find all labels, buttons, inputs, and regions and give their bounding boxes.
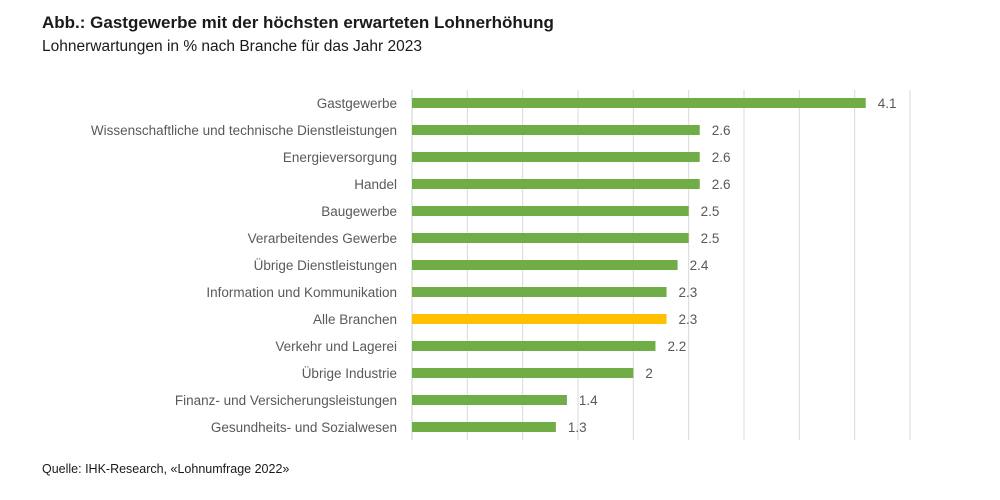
data-label: 2.5 <box>701 204 720 219</box>
grid-layer <box>411 90 911 440</box>
bar <box>412 98 866 108</box>
category-label: Verkehr und Lagerei <box>275 339 397 354</box>
category-label: Information und Kommunikation <box>206 285 397 300</box>
data-label: 1.4 <box>579 393 598 408</box>
category-label: Übrige Industrie <box>302 366 397 381</box>
source-note: Quelle: IHK-Research, «Lohnumfrage 2022» <box>42 462 290 476</box>
data-label: 2.4 <box>690 258 709 273</box>
data-label: 1.3 <box>568 420 587 435</box>
data-label: 2.3 <box>679 312 698 327</box>
bar <box>412 368 634 378</box>
label-layer: Gastgewerbe 4.1 Wissenschaftliche und tech… <box>91 96 897 435</box>
data-label: 2.5 <box>701 231 720 246</box>
bar <box>412 125 700 135</box>
chart-subtitle: Lohnerwartungen in % nach Branche für da… <box>42 38 422 55</box>
bar-layer <box>412 98 866 432</box>
category-label: Gesundheits- und Sozialwesen <box>211 420 397 435</box>
bar <box>412 152 700 162</box>
data-label: 2.6 <box>712 150 731 165</box>
category-label: Finanz- und Versicherungsleistungen <box>175 393 397 408</box>
category-label: Alle Branchen <box>313 312 397 327</box>
bar <box>412 395 567 405</box>
data-label: 2.6 <box>712 123 731 138</box>
data-label: 2.2 <box>667 339 686 354</box>
category-label: Übrige Dienstleistungen <box>254 258 397 273</box>
bar <box>412 341 656 351</box>
category-label: Baugewerbe <box>321 204 397 219</box>
data-label: 2.3 <box>679 285 698 300</box>
category-label: Wissenschaftliche und technische Dienstl… <box>91 123 397 138</box>
data-label: 2 <box>645 366 653 381</box>
bar-highlight <box>412 314 667 324</box>
chart-title: Abb.: Gastgewerbe mit der höchsten erwar… <box>42 13 554 32</box>
category-label: Gastgewerbe <box>317 96 397 111</box>
data-label: 2.6 <box>712 177 731 192</box>
category-label: Handel <box>354 177 397 192</box>
bar <box>412 260 678 270</box>
bar <box>412 422 556 432</box>
data-label: 4.1 <box>878 96 897 111</box>
bar <box>412 233 689 243</box>
category-label: Energieversorgung <box>283 150 397 165</box>
bar <box>412 287 667 297</box>
category-label: Verarbeitendes Gewerbe <box>248 231 397 246</box>
bar <box>412 206 689 216</box>
bar <box>412 179 700 189</box>
